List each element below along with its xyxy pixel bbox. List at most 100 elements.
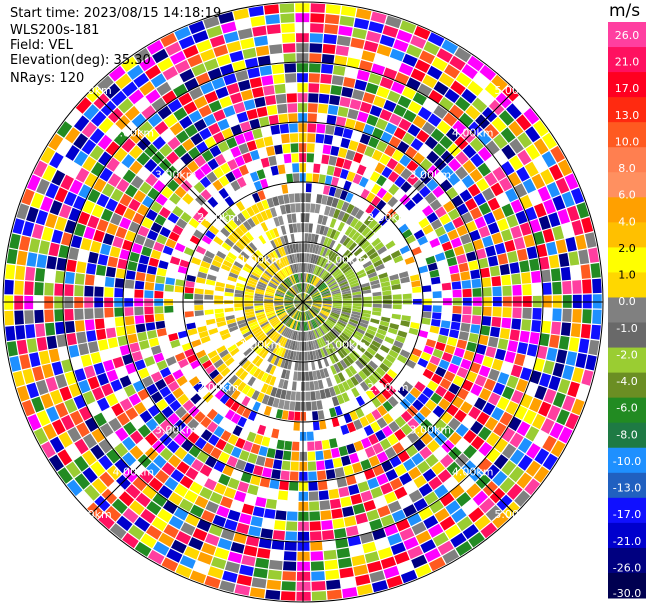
range-gate xyxy=(146,501,162,516)
range-gate xyxy=(534,203,547,218)
range-gate xyxy=(226,455,238,468)
range-gate xyxy=(276,500,288,511)
range-gate xyxy=(351,554,366,567)
range-gate xyxy=(350,493,363,505)
range-gate xyxy=(310,264,314,274)
range-gate xyxy=(525,460,541,477)
range-gate xyxy=(477,457,493,473)
range-gate xyxy=(31,396,45,413)
range-gate xyxy=(451,281,462,290)
range-gate xyxy=(576,384,590,401)
range-gate xyxy=(303,263,306,273)
range-gate xyxy=(314,255,320,265)
range-gate xyxy=(238,143,249,155)
range-gate xyxy=(426,150,440,164)
range-gate xyxy=(305,273,309,283)
range-gate xyxy=(41,441,56,459)
range-gate xyxy=(421,317,431,325)
range-gate xyxy=(326,278,335,285)
range-gate xyxy=(439,213,451,226)
range-gate xyxy=(299,293,303,302)
range-gate xyxy=(507,172,522,187)
range-gate xyxy=(359,133,371,145)
range-gate xyxy=(228,219,238,230)
range-gate xyxy=(484,123,500,139)
range-gate xyxy=(309,309,316,317)
range-gate xyxy=(336,394,345,405)
range-gate xyxy=(320,287,329,293)
range-gate xyxy=(522,307,532,319)
range-gate xyxy=(177,265,188,274)
range-gate xyxy=(231,468,243,480)
range-gate xyxy=(261,274,270,282)
range-gate xyxy=(148,257,159,267)
range-gate xyxy=(108,417,122,432)
range-gate xyxy=(233,532,247,544)
range-gate xyxy=(247,318,257,325)
range-gate xyxy=(264,270,273,278)
range-gate xyxy=(295,297,303,302)
range-gate xyxy=(362,289,372,294)
range-gate xyxy=(497,338,509,350)
range-gate xyxy=(384,336,395,345)
range-gate xyxy=(453,468,468,483)
range-gate xyxy=(179,115,193,129)
range-gate xyxy=(308,331,313,341)
range-gate xyxy=(352,462,363,474)
range-gate xyxy=(291,451,300,461)
range-gate xyxy=(243,347,253,357)
range-gate xyxy=(56,139,72,156)
range-gate xyxy=(125,407,139,421)
range-gate xyxy=(215,438,227,451)
range-gate xyxy=(456,339,468,350)
range-gate xyxy=(399,20,417,34)
range-gate xyxy=(269,44,283,55)
range-gate xyxy=(296,223,301,233)
range-gate xyxy=(112,236,124,248)
range-gate xyxy=(368,374,378,385)
range-gate xyxy=(333,270,342,278)
range-gate xyxy=(119,398,133,412)
range-gate xyxy=(578,249,590,265)
range-gate xyxy=(245,311,255,316)
range-gate xyxy=(526,246,538,260)
range-gate xyxy=(505,188,519,203)
range-gate xyxy=(286,255,292,265)
range-gate xyxy=(271,263,279,272)
range-gate xyxy=(147,363,159,375)
range-gate xyxy=(363,468,376,480)
range-gate xyxy=(484,416,499,431)
range-gate xyxy=(341,201,350,212)
range-gate xyxy=(281,326,288,336)
range-gate xyxy=(255,311,265,316)
range-gate xyxy=(428,556,446,572)
range-gate xyxy=(277,336,284,345)
range-gate xyxy=(148,477,163,492)
range-gate xyxy=(137,439,151,453)
range-gate xyxy=(244,297,254,301)
range-gate xyxy=(469,362,481,374)
range-gate xyxy=(468,333,479,343)
range-gate xyxy=(352,333,362,341)
range-gate xyxy=(311,401,318,411)
range-gate xyxy=(150,391,163,404)
range-gate xyxy=(201,510,215,523)
range-gate xyxy=(239,325,249,332)
range-gate xyxy=(157,105,172,120)
range-gate xyxy=(363,425,374,436)
range-gate xyxy=(19,235,31,251)
range-gate xyxy=(303,297,311,302)
range-ring-label: 4.00km xyxy=(452,126,494,139)
range-gate xyxy=(303,273,306,283)
range-gate xyxy=(64,219,77,234)
range-gate xyxy=(268,114,279,125)
range-gate xyxy=(273,74,285,84)
range-gate xyxy=(312,293,321,299)
range-gate xyxy=(255,345,264,355)
range-gate xyxy=(194,473,208,486)
range-gate xyxy=(251,271,261,279)
range-gate xyxy=(236,404,246,416)
range-gate xyxy=(285,531,297,541)
range-gate xyxy=(541,151,557,168)
range-gate xyxy=(382,295,392,300)
